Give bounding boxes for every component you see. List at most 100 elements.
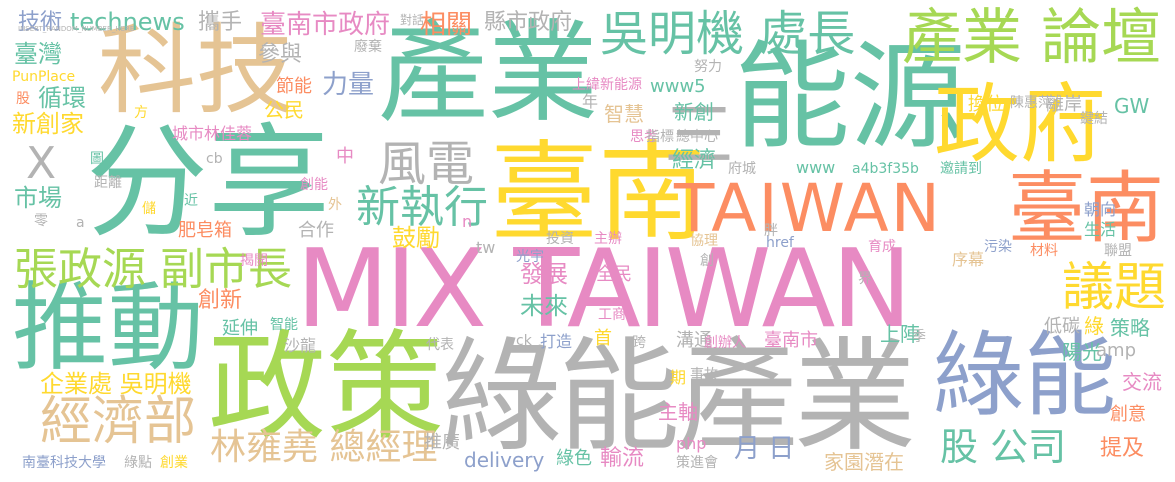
word-cb: cb	[206, 151, 223, 167]
word-shangzhen: 上陣	[880, 322, 920, 346]
word-tainanshi: 臺南市	[764, 330, 818, 351]
word-nuli: 努力	[694, 59, 722, 75]
word-x: X	[26, 138, 57, 189]
word-jiekai: 揭開	[240, 253, 268, 269]
word-cejinhui: 策進會	[676, 455, 718, 471]
word-yueri: 月 日	[734, 434, 795, 464]
word-shenghuo: 生活	[1084, 220, 1117, 239]
word-fang: 方	[134, 105, 148, 121]
word-chengshi-lin: 城市林佳蓉	[172, 124, 253, 143]
word-pang: 胖	[764, 223, 778, 239]
word-jingjibu: 經濟部	[40, 392, 197, 452]
word-liliang: 力量	[322, 70, 375, 100]
word-zhuzhou: 主軸	[658, 400, 698, 424]
word-chuangxin: 創新	[198, 288, 243, 313]
word-zongzhongxin: 總中心	[676, 129, 718, 145]
word-lvneng: 綠能	[932, 322, 1117, 429]
word-goutong: 溝通	[676, 330, 712, 351]
word-tiji: 提及	[1100, 436, 1145, 461]
word-yucheng: 育成	[868, 239, 896, 255]
word-taiwan: TAIWAN	[674, 170, 942, 247]
word-canyu: 參與	[258, 42, 303, 67]
word-gu-gongsi: 股 公司	[940, 425, 1067, 469]
word-zhengfu: 政府	[934, 75, 1106, 175]
word-zhibiao: 指標	[646, 129, 674, 145]
word-lvse: 綠色	[556, 448, 592, 469]
word-hezuo: 合作	[298, 220, 334, 241]
word-zhineng: 智能	[270, 317, 298, 333]
word-shigu: 事故	[690, 367, 718, 383]
word-a4b3f35b: a4b3f35b	[852, 161, 919, 177]
word-chuang: 創	[700, 253, 714, 269]
word-xianshi-zhengfu: 縣市政府	[484, 10, 573, 35]
word-jie: 界	[858, 271, 872, 287]
word-ling: 零	[34, 213, 48, 229]
word-nian: 年	[582, 92, 599, 111]
word-xunhuan: 循環	[38, 84, 86, 112]
word-shuliu: 輸流	[600, 446, 645, 471]
word-amp: amp	[1096, 340, 1136, 361]
word-chuangbanren: 創辦人	[704, 335, 746, 351]
word-jiayuan: 家園潛在	[824, 450, 904, 474]
word-wuran: 污染	[984, 239, 1012, 255]
word-feiqi: 廢棄	[354, 39, 382, 55]
word-gongshang: 工商	[598, 307, 626, 323]
word-ji: 季	[912, 329, 926, 345]
word-gw: GW	[1114, 94, 1150, 118]
word-lin-zongjingli: 林雍堯 總經理	[210, 427, 438, 468]
word-qi: 期	[670, 368, 687, 387]
word-daibiao: 代表	[426, 337, 454, 353]
word-xumu: 序幕	[952, 250, 985, 269]
word-technews: technews	[70, 8, 185, 36]
word-shichang: 市場	[14, 184, 62, 212]
word-xinzhixing: 新執行	[356, 182, 488, 233]
word-tuiguang: 推廣	[424, 432, 460, 453]
word-touzi: 投資	[546, 231, 574, 247]
word-ditan: 低碳	[1044, 316, 1080, 337]
word-taiwan-zh: 臺灣	[14, 40, 62, 68]
word-xieshou: 攜手	[198, 10, 243, 35]
word-tainan-2: 臺南	[1008, 164, 1165, 254]
word-insert-random: INSERT_RANDOM_NUMBER_HERE	[18, 25, 135, 33]
word-fenxiang: 分享	[86, 112, 330, 254]
word-shou: 首	[594, 328, 612, 349]
word-lvneng-chanye: 綠能產業	[440, 326, 916, 468]
word-chaoxiang: 朝向	[1084, 200, 1117, 219]
word-weilai: 未來	[520, 292, 568, 320]
word-zhong: 中	[336, 146, 354, 167]
word-xinchuangjia: 新創家	[12, 110, 84, 138]
word-chanye: 產業	[378, 9, 598, 137]
word-zhihui: 智慧	[604, 102, 644, 126]
word-yanshen: 延伸	[222, 318, 258, 339]
word-n: n	[462, 212, 473, 231]
word-nantai: 南臺科技大學	[22, 455, 106, 471]
word-wu-chuzhang: 吳明機 處長	[600, 6, 856, 62]
word-san: 三	[664, 94, 734, 176]
word-chenhuiping: 陳惠萍	[1010, 95, 1052, 111]
word-celue: 策略	[1110, 316, 1150, 340]
word-guli: 鼓勵	[392, 224, 440, 252]
word-chu: 儲	[142, 201, 156, 217]
word-tainan-1: 臺南	[490, 131, 707, 256]
word-yaoqingdao: 邀請到	[940, 161, 982, 177]
word-php: php	[676, 434, 707, 453]
word-xiangguan: 相關	[420, 10, 473, 40]
word-guangyu: 光宇	[516, 249, 544, 265]
word-cailiao: 材料	[1030, 243, 1058, 259]
word-yangguang: 陽光	[1062, 340, 1102, 364]
word-juli: 距離	[94, 175, 122, 191]
word-lianmeng: 聯盟	[1104, 243, 1132, 259]
word-feizaoxiang: 肥皂箱	[178, 220, 232, 241]
word-yiti: 議題	[1062, 258, 1167, 318]
word-jishu: 技術	[18, 10, 63, 35]
word-qiyechu-wu: 企業處 吳明機	[40, 370, 192, 398]
word-zhang-fushizhang: 張政源 副市長	[14, 244, 292, 295]
word-mix-taiwan: MIX TAIWAN	[296, 227, 912, 352]
word-duihua: 對話	[400, 13, 425, 27]
word-chuangneng: 創能	[300, 177, 328, 193]
word-tuidong: 推動	[12, 272, 204, 384]
word-huanwei: 換位	[968, 94, 1004, 115]
word-jin: 近	[184, 193, 198, 209]
word-xinchuang: 新創	[674, 100, 714, 124]
